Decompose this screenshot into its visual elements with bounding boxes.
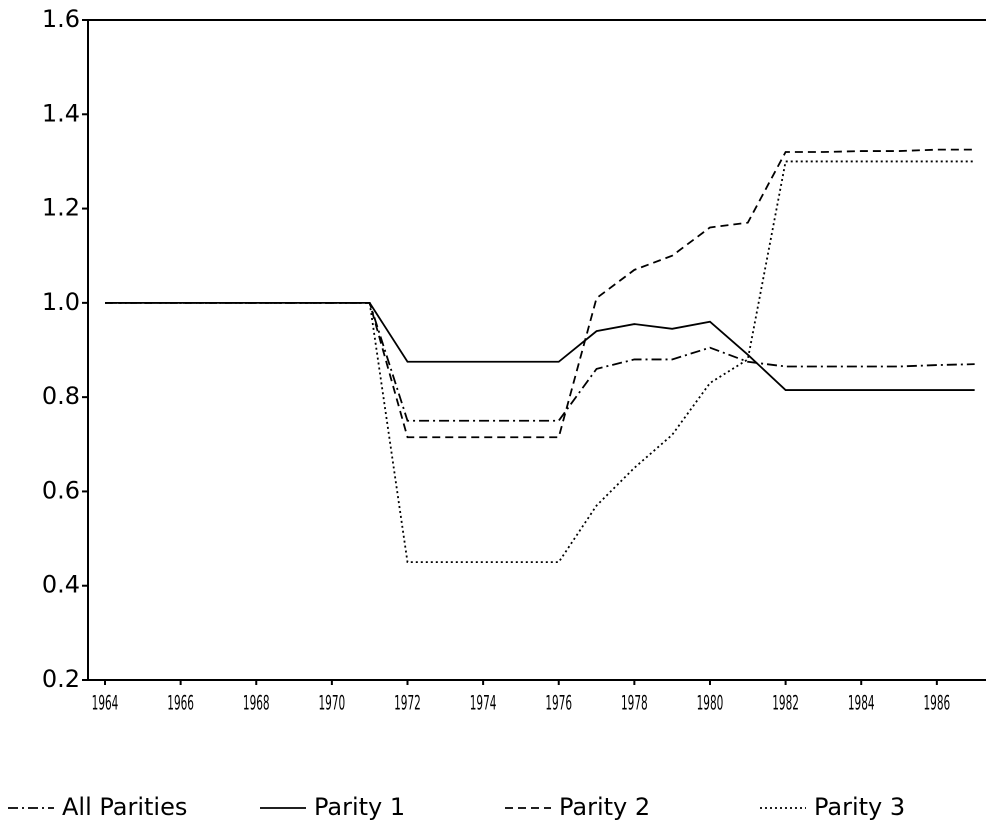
legend-label: Parity 1: [314, 793, 405, 821]
legend-label: Parity 2: [559, 793, 650, 821]
y-tick-label: 0.4: [42, 571, 80, 599]
y-tick-label: 1.4: [42, 99, 80, 127]
y-tick-label: 1.6: [42, 5, 80, 33]
y-tick-label: 0.8: [42, 382, 80, 410]
legend-label: All Parities: [62, 793, 187, 821]
series-line: [105, 148, 975, 439]
x-tick-label: 1970: [319, 691, 346, 715]
x-tick-label: 1972: [394, 691, 421, 715]
x-tick-label: 1986: [923, 691, 950, 715]
x-tick-label: 1980: [697, 691, 724, 715]
x-tick-label: 1982: [772, 691, 799, 715]
x-tick-label: 1984: [848, 691, 875, 715]
y-tick-label: 0.2: [42, 665, 80, 693]
series-line: [105, 301, 975, 391]
x-tick-label: 1968: [243, 691, 270, 715]
x-tick-label: 1974: [470, 691, 497, 715]
x-tick-label: 1978: [621, 691, 648, 715]
x-tick-label: 1976: [545, 691, 572, 715]
legend-label: Parity 3: [814, 793, 905, 821]
y-tick-label: 1.0: [42, 288, 80, 316]
y-tick-label: 1.2: [42, 194, 80, 222]
x-tick-label: 1966: [167, 691, 194, 715]
x-tick-label: 1964: [92, 691, 119, 715]
y-tick-label: 0.6: [42, 476, 80, 504]
